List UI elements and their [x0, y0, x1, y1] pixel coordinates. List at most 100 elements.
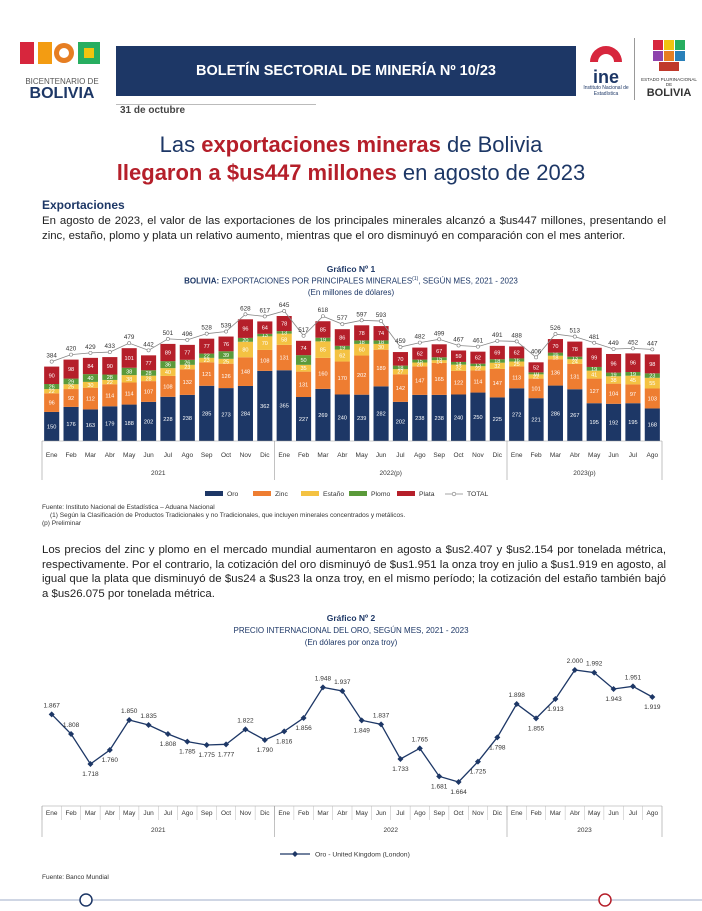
price-label: 1.816: [276, 738, 293, 745]
total-marker: [107, 350, 112, 354]
bar-value-label: 238: [183, 416, 192, 422]
bar-value-label: 108: [163, 384, 172, 390]
legend-swatch: [301, 491, 319, 496]
bar-value-label: 131: [280, 356, 289, 362]
bar-segment: [373, 386, 389, 441]
bar-value-label: 131: [299, 382, 308, 388]
bar-segment: [431, 360, 447, 363]
bar-segment: [257, 333, 273, 337]
bar-value-label: 170: [338, 376, 347, 382]
bar-segment: [237, 319, 253, 338]
bar-segment: [141, 370, 157, 376]
price-marker: [649, 694, 656, 700]
bar-value-label: 267: [570, 413, 579, 419]
total-marker: [650, 347, 655, 352]
ine-name: Instituto Nacional de Estadística: [583, 85, 629, 97]
bar-value-label: 195: [628, 420, 637, 426]
x-tick-label: Nov: [472, 810, 484, 817]
x-tick-label: Oct: [221, 810, 231, 817]
x-tick-label: Ene: [278, 810, 290, 817]
bar-segment: [644, 408, 660, 441]
price-label: 1.855: [528, 725, 545, 732]
bar-segment: [528, 362, 544, 373]
bar-value-label: 62: [339, 354, 345, 360]
x-tick-label: Abr: [105, 452, 116, 459]
bar-value-label: 18: [378, 340, 384, 346]
total-label: 452: [628, 339, 639, 346]
chart-title: PRECIO INTERNACIONAL DEL ORO, SEGÚN MES,…: [233, 626, 469, 635]
bar-segment: [431, 394, 447, 441]
bar-value-label: 22: [475, 366, 481, 372]
total-label: 617: [260, 307, 271, 314]
x-tick-label: Feb: [530, 452, 542, 459]
bar-segment: [63, 406, 79, 441]
bar-value-label: 13: [572, 356, 578, 362]
bar-value-label: 38: [126, 377, 132, 383]
bar-segment: [315, 388, 331, 441]
bar-value-label: 101: [125, 356, 134, 362]
bar-segment: [451, 370, 467, 395]
bar-segment: [102, 357, 118, 375]
bar-value-label: 192: [609, 420, 618, 426]
price-label: 1.681: [431, 783, 448, 790]
bar-value-label: 365: [280, 404, 289, 410]
bar-value-label: 15: [436, 357, 442, 363]
bar-segment: [141, 381, 157, 402]
bar-segment: [63, 389, 79, 407]
bar-value-label: 179: [105, 422, 114, 428]
x-tick-label: Mar: [85, 810, 97, 817]
bar-value-label: 18: [552, 355, 558, 361]
x-tick-label: Ago: [182, 452, 194, 459]
bar-segment: [121, 382, 137, 405]
chart-subtitle: (En millones de dólares): [307, 288, 395, 297]
ine-icon: [590, 46, 622, 62]
bar-segment: [82, 357, 98, 375]
bar-value-label: 18: [494, 359, 500, 365]
bar-segment: [160, 343, 176, 362]
x-tick-label: Nov: [240, 452, 252, 459]
bar-value-label: 23: [649, 374, 655, 380]
x-tick-label: Ago: [414, 810, 426, 817]
bar-segment: [392, 401, 408, 441]
x-tick-label: Dic: [260, 810, 270, 817]
legend-label: Zinc: [275, 491, 288, 498]
bar-value-label: 28: [145, 371, 151, 377]
x-tick-label: May: [356, 810, 369, 817]
total-label: 479: [124, 334, 135, 341]
bar-value-label: 285: [202, 411, 211, 417]
bar-value-label: 25: [223, 359, 229, 365]
price-label: 1.948: [315, 675, 332, 682]
bar-value-label: 126: [221, 374, 230, 380]
price-marker: [571, 667, 578, 673]
x-tick-label: Abr: [105, 810, 116, 817]
bar-segment: [44, 393, 60, 412]
bar-segment: [528, 398, 544, 441]
group-label: 2022(p): [380, 470, 402, 477]
bar-segment: [334, 361, 350, 395]
price-marker: [68, 731, 75, 737]
bar-value-label: 50: [300, 358, 306, 364]
bar-segment: [257, 321, 273, 334]
x-tick-label: Mar: [85, 452, 97, 459]
bar-value-label: 74: [300, 346, 306, 352]
x-tick-label: Mar: [550, 810, 562, 817]
bar-segment: [625, 403, 641, 441]
bar-value-label: 60: [359, 348, 365, 354]
total-marker: [301, 333, 306, 338]
x-tick-label: Abr: [337, 810, 348, 817]
bar-value-label: 114: [105, 393, 114, 399]
bar-segment: [237, 385, 253, 441]
price-label: 1.837: [373, 712, 390, 719]
bar-segment: [392, 352, 408, 366]
bar-value-label: 38: [610, 378, 616, 384]
total-label: 481: [589, 334, 600, 341]
bar-value-label: 27: [397, 370, 403, 376]
legend-label: Plomo: [371, 491, 390, 498]
total-label: 491: [492, 332, 503, 339]
total-marker: [88, 350, 93, 355]
x-tick-label: Mar: [317, 452, 329, 459]
price-label: 1.775: [199, 752, 216, 759]
bar-segment: [354, 343, 370, 356]
bar-value-label: 74: [378, 331, 384, 337]
